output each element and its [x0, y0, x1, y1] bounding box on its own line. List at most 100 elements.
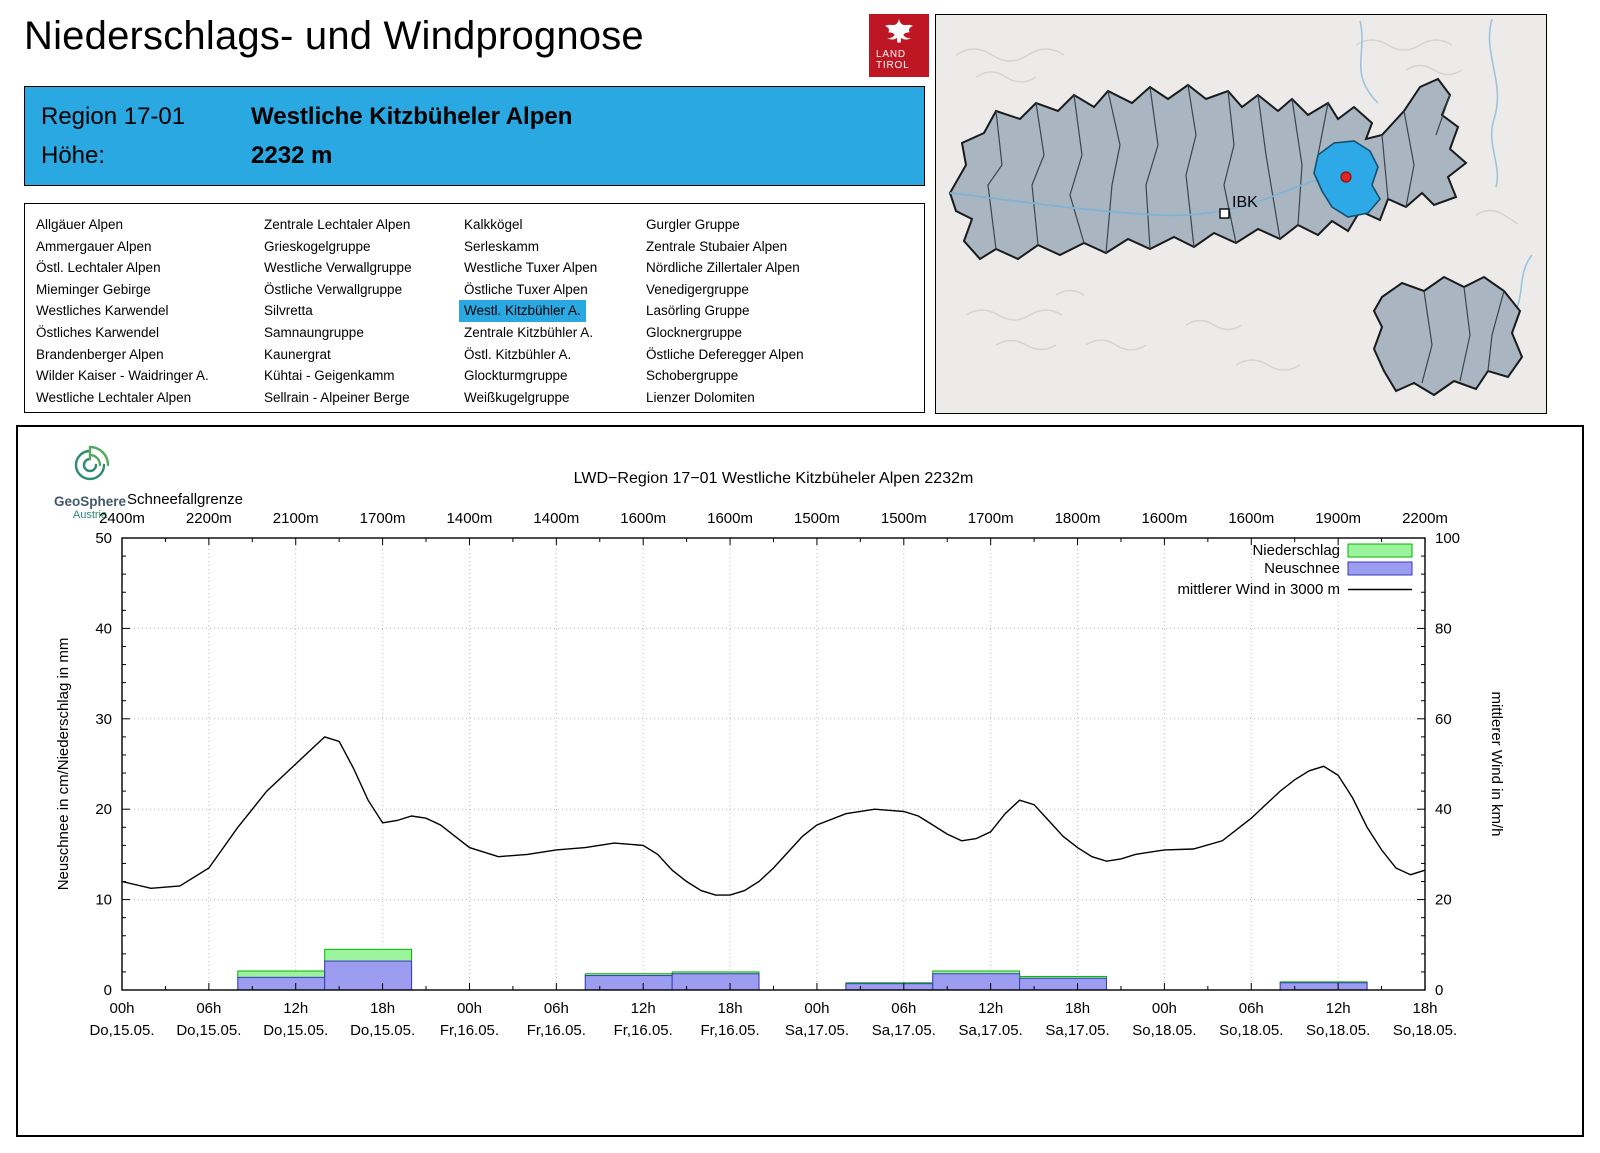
- region-item[interactable]: Kühtai - Geigenkamm: [264, 368, 395, 384]
- svg-text:80: 80: [1435, 620, 1452, 637]
- land-tirol-logo-text: LAND TIROL: [876, 49, 909, 71]
- map-north-tirol[interactable]: [948, 77, 1468, 261]
- region-item[interactable]: Zentrale Kitzbühler A.: [464, 324, 594, 340]
- region-item[interactable]: Östliche Deferegger Alpen: [646, 346, 804, 362]
- svg-text:00h: 00h: [1152, 1000, 1177, 1017]
- region-item[interactable]: Zentrale Stubaier Alpen: [646, 238, 788, 254]
- map-station-dot: [1340, 171, 1352, 183]
- svg-text:12h: 12h: [631, 1000, 656, 1017]
- region-item[interactable]: Östl. Kitzbühler A.: [464, 346, 572, 362]
- region-item[interactable]: Westl. Kitzbühler A.: [459, 300, 586, 322]
- region-item[interactable]: Allgäuer Alpen: [36, 217, 124, 232]
- geosphere-logo: GeoSphere Austria: [48, 443, 132, 521]
- region-item[interactable]: Westliches Karwendel: [36, 303, 169, 319]
- svg-text:2200m: 2200m: [1402, 510, 1448, 527]
- region-item[interactable]: Östliche Verwallgruppe: [264, 281, 403, 297]
- svg-text:1400m: 1400m: [533, 510, 579, 527]
- svg-text:06h: 06h: [196, 1000, 221, 1017]
- forecast-panel: GeoSphere Austria LWD−Region 17−01 Westl…: [16, 425, 1584, 1137]
- svg-text:2400m: 2400m: [99, 510, 145, 527]
- region-item[interactable]: Kalkkögel: [464, 217, 523, 232]
- svg-text:Sa,17.05.: Sa,17.05.: [959, 1022, 1023, 1039]
- map-east-tirol[interactable]: [1372, 275, 1524, 397]
- altitude-row: Höhe: 2232 m: [41, 142, 908, 170]
- region-item[interactable]: Samnaungruppe: [264, 324, 364, 340]
- svg-text:100: 100: [1435, 530, 1460, 547]
- region-item[interactable]: Weißkugelgruppe: [464, 389, 570, 405]
- svg-text:Sa,17.05.: Sa,17.05.: [1045, 1022, 1109, 1039]
- svg-text:Neuschnee: Neuschnee: [1264, 560, 1340, 577]
- axis-ticks: [121, 538, 1426, 990]
- region-item[interactable]: Glocknergruppe: [646, 324, 743, 340]
- region-item[interactable]: Venedigergruppe: [646, 281, 749, 297]
- region-item[interactable]: Glockturmgruppe: [464, 368, 568, 384]
- chart-title: LWD−Region 17−01 Westliche Kitzbüheler A…: [574, 470, 974, 487]
- svg-text:18h: 18h: [1065, 1000, 1090, 1017]
- region-item[interactable]: Schobergruppe: [646, 368, 739, 384]
- svg-text:12h: 12h: [1326, 1000, 1351, 1017]
- region-item[interactable]: Serleskamm: [464, 238, 540, 254]
- region-item[interactable]: Westliche Lechtaler Alpen: [36, 389, 192, 405]
- terrain-texture: [955, 39, 1519, 371]
- region-list: Allgäuer Alpen Ammergauer Alpen Östl. Lech…: [24, 203, 925, 413]
- tirol-map[interactable]: IBK: [935, 14, 1547, 414]
- left-axis-labels: 0 10 20 30 40 50: [95, 530, 112, 999]
- region-item[interactable]: Silvretta: [264, 303, 313, 319]
- region-item[interactable]: Lienzer Dolomiten: [646, 389, 755, 405]
- region-item[interactable]: Brandenberger Alpen: [36, 346, 164, 362]
- svg-text:60: 60: [1435, 711, 1452, 728]
- snowline-label: Schneefallgrenze: [127, 491, 243, 508]
- region-item[interactable]: Lasörling Gruppe: [646, 303, 750, 319]
- svg-text:Sa,17.05.: Sa,17.05.: [872, 1022, 936, 1039]
- altitude-value: 2232 m: [251, 141, 333, 169]
- region-item[interactable]: Sellrain - Alpeiner Berge: [264, 389, 410, 405]
- region-item[interactable]: Mieminger Gebirge: [36, 281, 151, 297]
- tirol-eagle-icon: [885, 18, 913, 43]
- region-item[interactable]: Östliches Karwendel: [36, 324, 160, 340]
- region-item[interactable]: Westliche Verwallgruppe: [264, 260, 412, 276]
- svg-text:Sa,17.05.: Sa,17.05.: [785, 1022, 849, 1039]
- geosphere-name: GeoSphere: [53, 494, 127, 509]
- svg-text:12h: 12h: [978, 1000, 1003, 1017]
- map-inn-river: [949, 175, 1347, 217]
- svg-text:Niederschlag: Niederschlag: [1252, 542, 1340, 559]
- region-column: Allgäuer Alpen Ammergauer Alpen Östl. Lech…: [31, 214, 259, 412]
- svg-text:2200m: 2200m: [186, 510, 232, 527]
- svg-text:00h: 00h: [457, 1000, 482, 1017]
- svg-text:06h: 06h: [544, 1000, 569, 1017]
- plot-border: [121, 537, 1426, 991]
- svg-text:2100m: 2100m: [273, 510, 319, 527]
- region-item[interactable]: Grieskogelgruppe: [264, 238, 371, 254]
- svg-text:Do,15.05.: Do,15.05.: [263, 1022, 328, 1039]
- svg-text:1500m: 1500m: [794, 510, 840, 527]
- region-name: Westliche Kitzbüheler Alpen: [251, 102, 573, 130]
- region-item[interactable]: Östliche Tuxer Alpen: [464, 281, 588, 297]
- region-column: Gurgler Gruppe Zentrale Stubaier Alpen Nör…: [641, 214, 911, 412]
- region-item[interactable]: Kaunergrat: [264, 346, 331, 362]
- map-district-borders: [987, 84, 1451, 254]
- x-axis-labels: 00h Do,15.05. 06h Do,15.05. 12h Do,15.05. 18h D…: [89, 1000, 1457, 1039]
- svg-text:12h: 12h: [283, 1000, 308, 1017]
- region-item[interactable]: Westliche Tuxer Alpen: [464, 260, 598, 276]
- region-column: Kalkkögel Serleskamm Westliche Tuxer Alpen…: [459, 214, 641, 412]
- map-ibk-marker: [1219, 208, 1230, 219]
- region-item[interactable]: Östl. Lechtaler Alpen: [36, 260, 161, 276]
- land-tirol-logo: LAND TIROL: [869, 14, 929, 77]
- region-item[interactable]: Zentrale Lechtaler Alpen: [264, 217, 411, 232]
- svg-text:18h: 18h: [370, 1000, 395, 1017]
- svg-text:So,18.05.: So,18.05.: [1393, 1022, 1457, 1039]
- region-item[interactable]: Nördliche Zillertaler Alpen: [646, 260, 800, 276]
- page-title: Niederschlags- und Windprognose: [24, 14, 644, 58]
- svg-text:Fr,16.05.: Fr,16.05.: [440, 1022, 499, 1039]
- wind-line: [121, 736, 1426, 896]
- svg-text:1900m: 1900m: [1315, 510, 1361, 527]
- region-item[interactable]: Wilder Kaiser - Waidringer A.: [36, 368, 209, 384]
- region-column: Zentrale Lechtaler Alpen Grieskogelgruppe…: [259, 214, 459, 412]
- region-item[interactable]: Gurgler Gruppe: [646, 217, 740, 232]
- region-item[interactable]: Ammergauer Alpen: [36, 238, 152, 254]
- svg-text:0: 0: [104, 982, 112, 999]
- svg-text:18h: 18h: [1412, 1000, 1437, 1017]
- region-row: Region 17-01 Westliche Kitzbüheler Alpen: [41, 103, 908, 131]
